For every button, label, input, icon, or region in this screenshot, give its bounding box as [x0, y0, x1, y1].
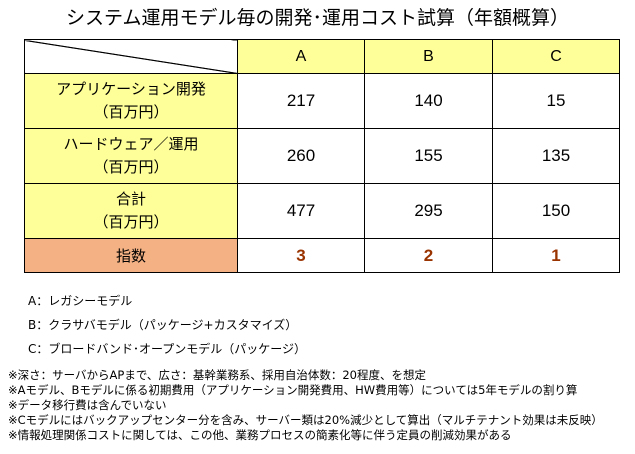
row-label-hw-ops: ハードウェア／運用 （百万円）	[24, 128, 238, 184]
cell-total-c: 150	[492, 183, 620, 239]
legend-a: A：レガシーモデル	[28, 294, 133, 308]
footnote: ※データ移行費は含んでいない	[8, 398, 167, 412]
legend-c: C：ブロードバンド･オープンモデル（パッケージ）	[28, 342, 307, 356]
row-unit-text: （百万円）	[93, 213, 169, 231]
index-row: 指数 3 2 1	[24, 238, 620, 273]
column-header-a: A	[237, 39, 365, 74]
cell-index-a: 3	[237, 238, 365, 273]
cell-total-b: 295	[364, 183, 493, 239]
cell-app-dev-a: 217	[237, 73, 365, 129]
footnote: ※深さ：サーバからAPまで、広さ：基幹業務系、採用自治体数：20程度、を想定	[8, 368, 426, 382]
row-label-index: 指数	[24, 238, 238, 273]
page-title: システム運用モデル毎の開発･運用コスト試算（年額概算）	[66, 7, 569, 29]
row-label-total: 合計 （百万円）	[24, 183, 238, 239]
cell-hw-ops-a: 260	[237, 128, 365, 184]
row-unit-text: （百万円）	[93, 158, 169, 176]
row-label-app-dev: アプリケーション開発 （百万円）	[24, 73, 238, 129]
table-row: 合計 （百万円） 477 295 150	[24, 183, 620, 239]
cell-index-c: 1	[492, 238, 620, 273]
cell-total-a: 477	[237, 183, 365, 239]
corner-cell	[24, 39, 238, 74]
header-row: A B C	[24, 39, 620, 74]
cell-hw-ops-b: 155	[364, 128, 493, 184]
row-unit-text: （百万円）	[93, 103, 169, 121]
row-label-text: 合計	[115, 190, 146, 208]
cell-hw-ops-c: 135	[492, 128, 620, 184]
footnotes: ※深さ：サーバからAPまで、広さ：基幹業務系、採用自治体数：20程度、を想定 ※…	[8, 368, 603, 443]
table-row: アプリケーション開発 （百万円） 217 140 15	[24, 73, 620, 129]
footnote: ※Aモデル、Bモデルに係る初期費用（アプリケーション開発費用、HW費用等）につい…	[8, 383, 578, 397]
cell-index-b: 2	[364, 238, 493, 273]
row-label-text: アプリケーション開発	[56, 80, 206, 98]
column-header-c: C	[492, 39, 620, 74]
cost-table: A B C アプリケーション開発 （百万円） 217 140 15 ハードウェア…	[24, 39, 620, 273]
column-header-b: B	[364, 39, 493, 74]
cell-app-dev-b: 140	[364, 73, 493, 129]
table-row: ハードウェア／運用 （百万円） 260 155 135	[24, 128, 620, 184]
footnote: ※情報処理関係コストに関しては、この他、業務プロセスの簡素化等に伴う定員の削減効…	[8, 428, 512, 442]
footnote: ※Cモデルにはバックアップセンター分を含み、サーバー類は20%減少として算出（マ…	[8, 413, 603, 427]
legend-b: B：クラサバモデル（パッケージ+カスタマイズ）	[28, 318, 298, 332]
row-label-text: ハードウェア／運用	[63, 135, 199, 153]
cell-app-dev-c: 15	[492, 73, 620, 129]
